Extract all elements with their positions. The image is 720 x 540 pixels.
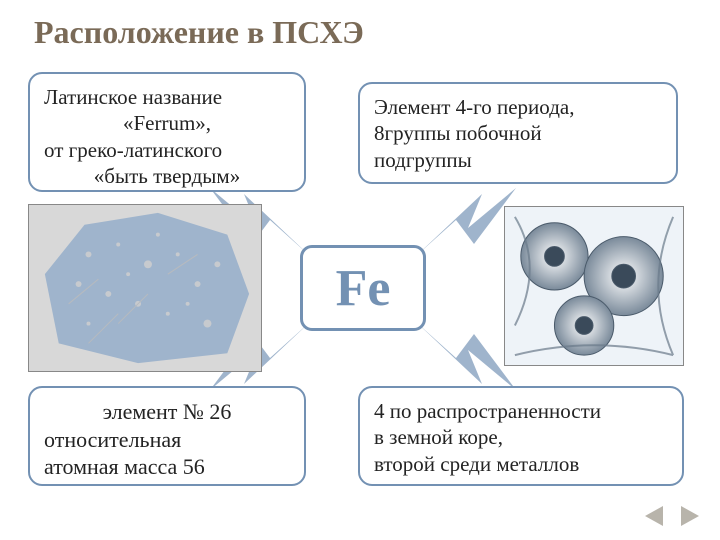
info-line: от греко-латинского	[44, 137, 290, 163]
info-line: атомная масса 56	[44, 453, 290, 481]
prev-slide-button[interactable]	[640, 506, 668, 526]
info-box-latin-name: Латинское название«Ferrum»,от греко-лати…	[28, 72, 306, 192]
chevron-left-icon	[645, 506, 663, 526]
info-line: «Ferrum»,	[44, 110, 290, 136]
info-line: Латинское название	[44, 84, 290, 110]
title-text: Расположение в ПСХЭ	[34, 14, 364, 50]
info-line: 4 по распространенности	[374, 398, 668, 424]
info-line: «быть твердым»	[44, 163, 290, 189]
info-line: 8группы побочной	[374, 120, 662, 146]
next-slide-button[interactable]	[676, 506, 704, 526]
element-symbol: Fe	[336, 259, 391, 318]
info-box-period-group: Элемент 4-го периода,8группы побочнойпод…	[358, 82, 678, 184]
chevron-right-icon	[681, 506, 699, 526]
metal-gears-image	[504, 206, 684, 366]
arrow-bottom-right	[416, 322, 516, 390]
info-line: элемент № 26	[44, 398, 290, 426]
slide-title: Расположение в ПСХЭ	[34, 14, 364, 51]
info-line: второй среди металлов	[374, 451, 668, 477]
info-box-abundance: 4 по распространенностив земной коре, вт…	[358, 386, 684, 486]
info-line: подгруппы	[374, 147, 662, 173]
info-box-atomic-number: элемент № 26относительнаяатомная масса 5…	[28, 386, 306, 486]
element-symbol-box: Fe	[300, 245, 426, 331]
arrow-top-right	[416, 188, 516, 256]
info-line: относительная	[44, 426, 290, 454]
iron-ore-image	[28, 204, 262, 372]
info-line: в земной коре,	[374, 424, 668, 450]
info-line: Элемент 4-го периода,	[374, 94, 662, 120]
